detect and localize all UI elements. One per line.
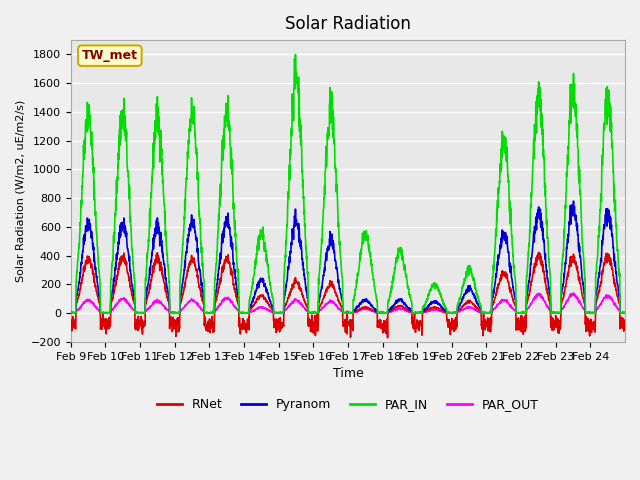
Text: TW_met: TW_met xyxy=(82,49,138,62)
Y-axis label: Solar Radiation (W/m2, uE/m2/s): Solar Radiation (W/m2, uE/m2/s) xyxy=(15,100,25,282)
Title: Solar Radiation: Solar Radiation xyxy=(285,15,411,33)
Legend: RNet, Pyranom, PAR_IN, PAR_OUT: RNet, Pyranom, PAR_IN, PAR_OUT xyxy=(152,394,544,417)
X-axis label: Time: Time xyxy=(333,367,364,380)
